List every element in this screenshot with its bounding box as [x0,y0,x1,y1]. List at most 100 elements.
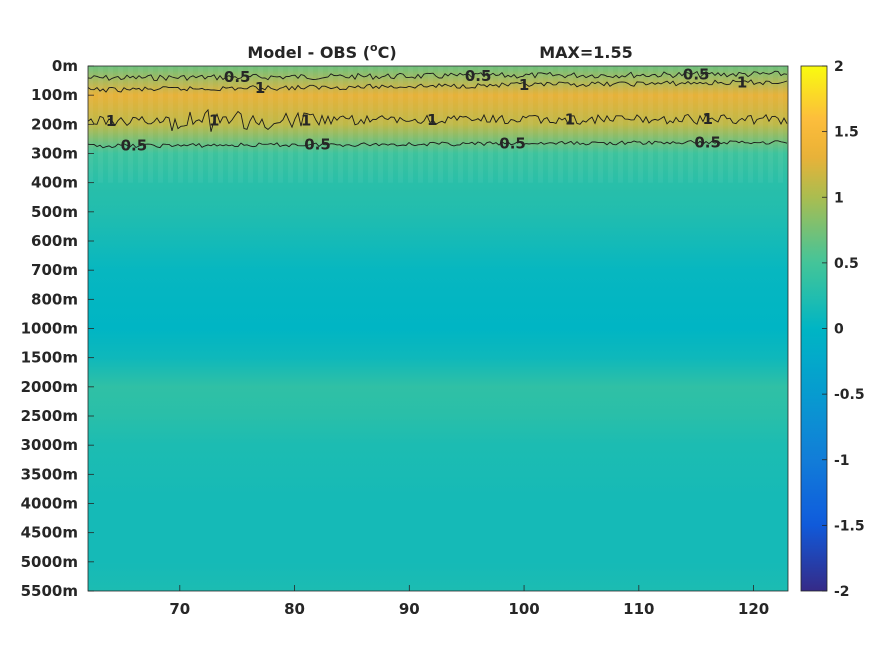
texture-stripe [578,66,583,183]
texture-stripe [528,66,533,183]
texture-stripe [728,66,733,183]
texture-stripe [378,66,383,183]
texture-stripe [258,66,263,183]
colorbar-tick-label: -2 [834,584,850,600]
contour-label: 0.5 [465,67,492,85]
colorbar-tick-label: 0.5 [834,256,859,272]
texture-stripe [638,66,643,183]
contour-label: 1 [301,111,311,129]
max-label: MAX=1.55 [539,43,633,62]
texture-stripe [418,66,423,183]
contour-label: 1 [106,112,116,130]
texture-stripes [88,66,783,183]
colorbar: 2 1.5 1 0.5 0 -0.5 -1 -1.5 -2 [800,59,865,600]
y-tick-label: 4500m [21,524,78,542]
texture-stripe [538,66,543,183]
texture-stripe [628,66,633,183]
y-tick-label: 3000m [21,436,78,454]
texture-stripe [368,66,373,183]
contour-label: 0.5 [224,68,251,86]
texture-stripe [128,66,133,183]
y-tick-label: 1500m [21,349,78,367]
x-tick-label: 100 [508,600,539,618]
texture-stripe [248,66,253,183]
texture-stripe [708,66,713,183]
y-axis: 0m 100m 200m 300m 400m 500m 600m 700m 800m 1000m 1… [21,57,94,600]
texture-stripe [328,66,333,183]
contour-labels: 0.5 0.5 0.51 1 11 1 1 1 1 10.5 0.5 0.5 0.5 [106,66,748,155]
y-tick-label: 700m [31,261,78,279]
texture-stripe [178,66,183,183]
x-axis: 70 80 90 100 110 120 [169,585,769,618]
texture-stripe [408,66,413,183]
colorbar-tick-label: 0 [834,322,844,338]
y-tick-label: 400m [31,174,78,192]
y-tick-label: 1000m [21,320,78,338]
y-tick-label: 300m [31,145,78,163]
texture-stripe [278,66,283,183]
texture-stripe [488,66,493,183]
y-tick-label: 200m [31,115,78,133]
texture-stripe [698,66,703,183]
texture-stripe [668,66,673,183]
texture-stripe [768,66,773,183]
contour-line-0.5 [88,70,788,82]
colorbar-ticks: 2 1.5 1 0.5 0 -0.5 -1 -1.5 -2 [822,59,865,600]
contour-line-1 [88,108,788,132]
texture-stripe [588,66,593,183]
texture-stripe [458,66,463,183]
texture-stripe [398,66,403,183]
texture-stripe [648,66,653,183]
heatmap-field [88,66,788,591]
texture-stripe [148,66,153,183]
texture-stripe [428,66,433,183]
texture-stripe [748,66,753,183]
contour-label: 0.5 [499,135,526,153]
texture-stripe [758,66,763,183]
contour-label: 0.5 [304,136,331,154]
texture-stripe [158,66,163,183]
contour-line-1 [88,79,788,93]
texture-stripe [508,66,513,183]
colorbar-tick-label: -1 [834,453,850,469]
y-tick-label: 3500m [21,465,78,483]
texture-stripe [598,66,603,183]
texture-stripe [468,66,473,183]
texture-stripe [268,66,273,183]
texture-stripe [218,66,223,183]
y-tick-label: 2000m [21,378,78,396]
texture-stripe [208,66,213,183]
colorbar-tick-label: -1.5 [834,518,865,534]
texture-stripe [518,66,523,183]
y-tick-label: 5500m [21,582,78,600]
texture-stripe [608,66,613,183]
contour-label: 1 [702,110,712,128]
texture-stripe [558,66,563,183]
texture-stripe [138,66,143,183]
texture-stripe [778,66,783,183]
texture-stripe [718,66,723,183]
y-tick-label: 0m [52,57,78,75]
contour-line-0.5 [88,140,788,149]
texture-stripe [688,66,693,183]
texture-stripe [448,66,453,183]
texture-stripe [548,66,553,183]
y-tick-label: 4000m [21,495,78,513]
contour-label: 1 [519,76,529,94]
y-tick-label: 500m [31,203,78,221]
texture-stripe [678,66,683,183]
texture-stripe [658,66,663,183]
texture-stripe [238,66,243,183]
texture-stripe [738,66,743,183]
texture-stripe [388,66,393,183]
colorbar-tick-label: 2 [834,59,844,75]
texture-stripe [98,66,103,183]
contour-label: 0.5 [694,133,721,151]
x-tick-label: 120 [738,600,769,618]
texture-stripe [568,66,573,183]
y-tick-label: 5000m [21,553,78,571]
texture-stripe [618,66,623,183]
colorbar-tick-label: 1 [834,190,844,206]
contour-label: 1 [255,79,265,97]
